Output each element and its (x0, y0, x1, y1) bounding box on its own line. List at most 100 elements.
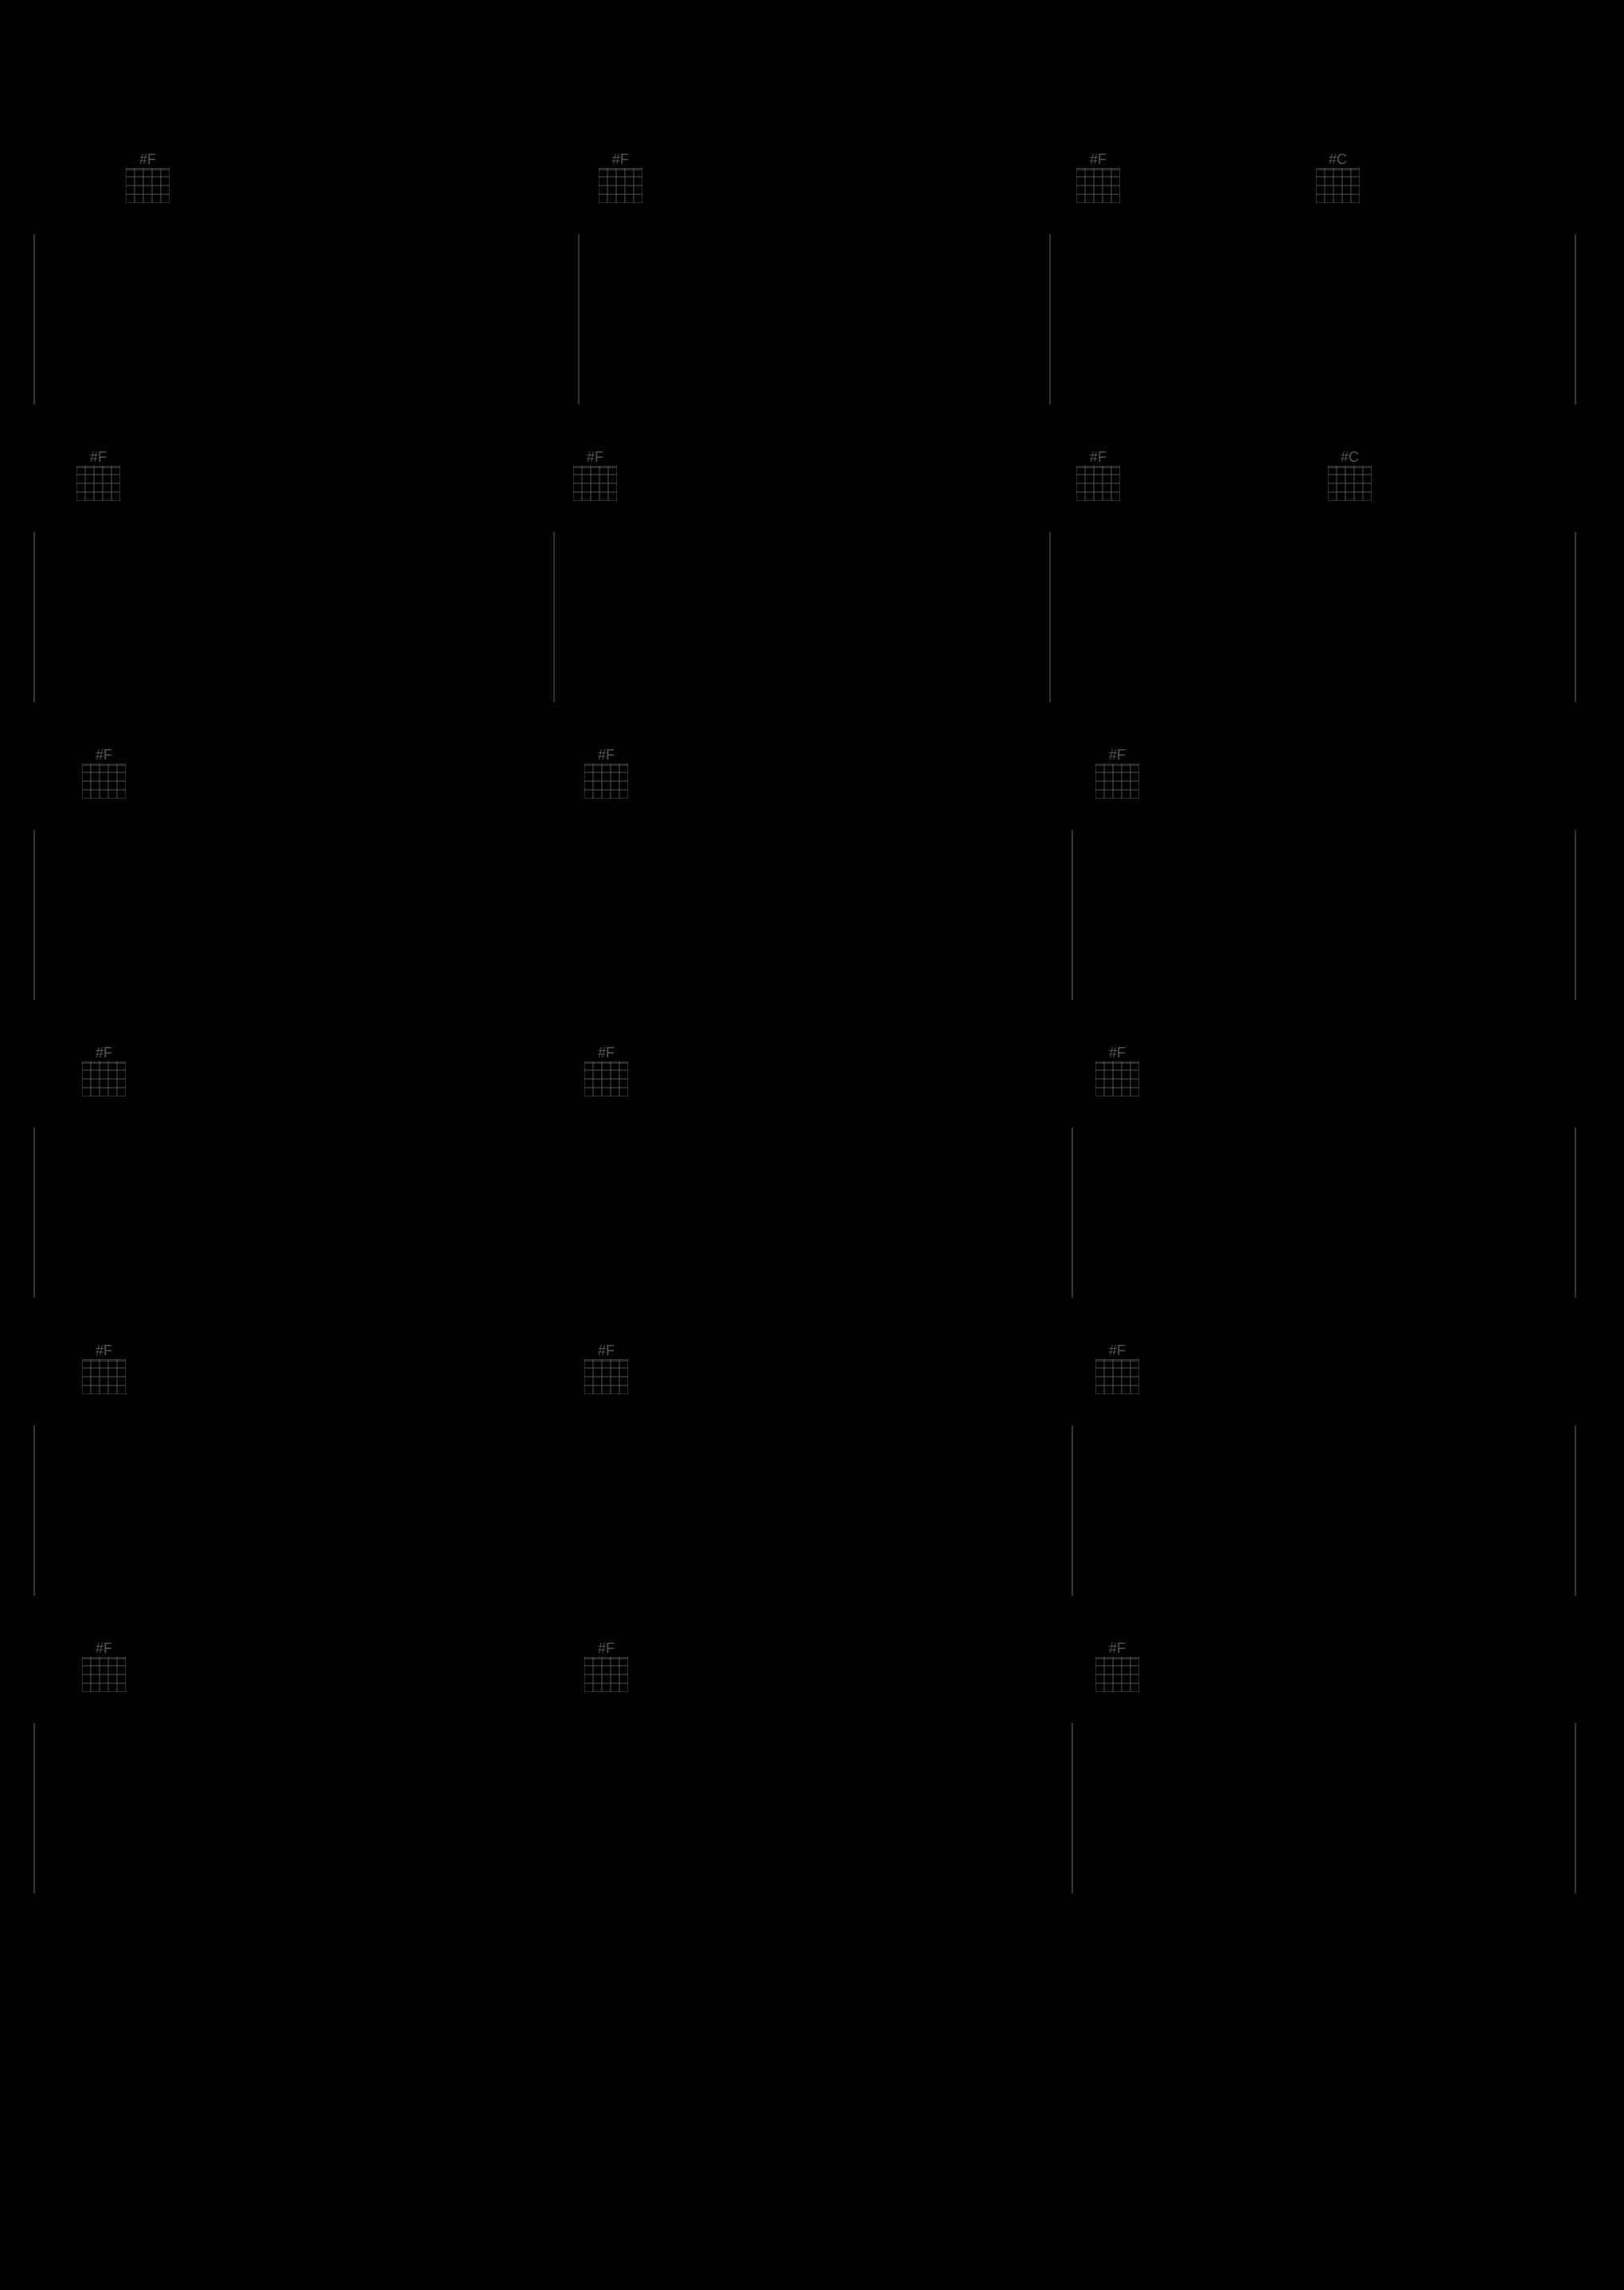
chord-grid-svg (584, 1657, 628, 1692)
chord-grid (573, 466, 617, 505)
chord-diagram: #F (584, 1343, 628, 1398)
chord-grid (1095, 764, 1139, 803)
chord-grid-svg (1095, 764, 1139, 799)
chord-grid (1076, 466, 1120, 505)
chord-grid-svg (1076, 466, 1120, 501)
chord-label: #F (1095, 1343, 1139, 1358)
chord-label: #F (82, 1641, 126, 1655)
chord-diagram: #F (82, 1045, 126, 1100)
chord-diagram: #F (82, 748, 126, 803)
chord-grid (584, 1061, 628, 1100)
chord-grid (82, 1359, 126, 1398)
chord-label: #F (82, 748, 126, 762)
chord-diagram: #F (584, 1045, 628, 1100)
chord-label: #F (1095, 1641, 1139, 1655)
chord-grid-svg (1095, 1061, 1139, 1096)
barline (33, 830, 35, 1000)
chord-grid-svg (82, 1061, 126, 1096)
chord-grid (1328, 466, 1372, 505)
chord-grid-svg (584, 764, 628, 799)
barline (1072, 1425, 1073, 1596)
barline (1049, 532, 1051, 702)
chord-grid-svg (82, 1359, 126, 1394)
chord-diagram: #F (599, 152, 642, 207)
barline (553, 532, 555, 702)
chord-label: #C (1316, 152, 1360, 166)
chord-grid (1316, 168, 1360, 207)
chord-diagram: #F (1095, 748, 1139, 803)
barline (33, 234, 35, 404)
chord-grid-svg (82, 1657, 126, 1692)
chord-label: #F (1076, 450, 1120, 464)
chord-grid-svg (584, 1359, 628, 1394)
chord-grid (599, 168, 642, 207)
barline (33, 1425, 35, 1596)
chord-label: #F (584, 1045, 628, 1060)
chord-grid (584, 1657, 628, 1696)
barline (1575, 1127, 1576, 1298)
chord-label: #F (82, 1045, 126, 1060)
chord-diagram: #F (1076, 152, 1120, 207)
chord-grid-svg (573, 466, 617, 501)
barline (1575, 1723, 1576, 1893)
chord-diagram: #F (584, 748, 628, 803)
barline (33, 1127, 35, 1298)
chord-diagram: #F (1095, 1045, 1139, 1100)
chord-grid (584, 764, 628, 803)
chord-diagram: #F (76, 450, 120, 505)
chord-label: #F (573, 450, 617, 464)
chord-diagram: #F (126, 152, 170, 207)
chord-label: #F (584, 1641, 628, 1655)
chord-label: #F (599, 152, 642, 166)
barline (1575, 830, 1576, 1000)
chord-diagram: #F (1076, 450, 1120, 505)
chord-grid-svg (584, 1061, 628, 1096)
chord-label: #C (1328, 450, 1372, 464)
chord-label: #F (1095, 1045, 1139, 1060)
chord-label: #F (1076, 152, 1120, 166)
chord-grid (1095, 1657, 1139, 1696)
chord-grid-svg (1076, 168, 1120, 203)
chord-label: #F (584, 1343, 628, 1358)
chord-diagram: #C (1328, 450, 1372, 505)
chord-grid-svg (1095, 1657, 1139, 1692)
chord-diagram: #F (1095, 1343, 1139, 1398)
chord-grid (584, 1359, 628, 1398)
barline (33, 532, 35, 702)
chord-diagram: #F (573, 450, 617, 505)
barline (1072, 1127, 1073, 1298)
chord-label: #F (82, 1343, 126, 1358)
chord-grid-svg (82, 764, 126, 799)
chord-grid-svg (599, 168, 642, 203)
chord-grid (1095, 1061, 1139, 1100)
barline (1072, 1723, 1073, 1893)
chord-grid-svg (1316, 168, 1360, 203)
chord-label: #F (76, 450, 120, 464)
chord-grid (1076, 168, 1120, 207)
chord-diagram: #F (82, 1343, 126, 1398)
barline (1575, 234, 1576, 404)
barline (1072, 830, 1073, 1000)
chord-label: #F (584, 748, 628, 762)
chord-diagram: #F (1095, 1641, 1139, 1696)
chord-grid (126, 168, 170, 207)
chord-grid (82, 1657, 126, 1696)
barline (578, 234, 580, 404)
chord-diagram: #C (1316, 152, 1360, 207)
chord-grid-svg (76, 466, 120, 501)
chord-grid-svg (1328, 466, 1372, 501)
chord-label: #F (126, 152, 170, 166)
chord-grid (1095, 1359, 1139, 1398)
chord-label: #F (1095, 748, 1139, 762)
chord-grid (82, 1061, 126, 1100)
chord-grid (76, 466, 120, 505)
sheet-page: #F #F #F #C #F #F #F #C (0, 0, 1624, 2290)
barline (1049, 234, 1051, 404)
chord-diagram: #F (82, 1641, 126, 1696)
barline (33, 1723, 35, 1893)
chord-diagram: #F (584, 1641, 628, 1696)
barline (1575, 532, 1576, 702)
chord-grid (82, 764, 126, 803)
barline (1575, 1425, 1576, 1596)
chord-grid-svg (1095, 1359, 1139, 1394)
